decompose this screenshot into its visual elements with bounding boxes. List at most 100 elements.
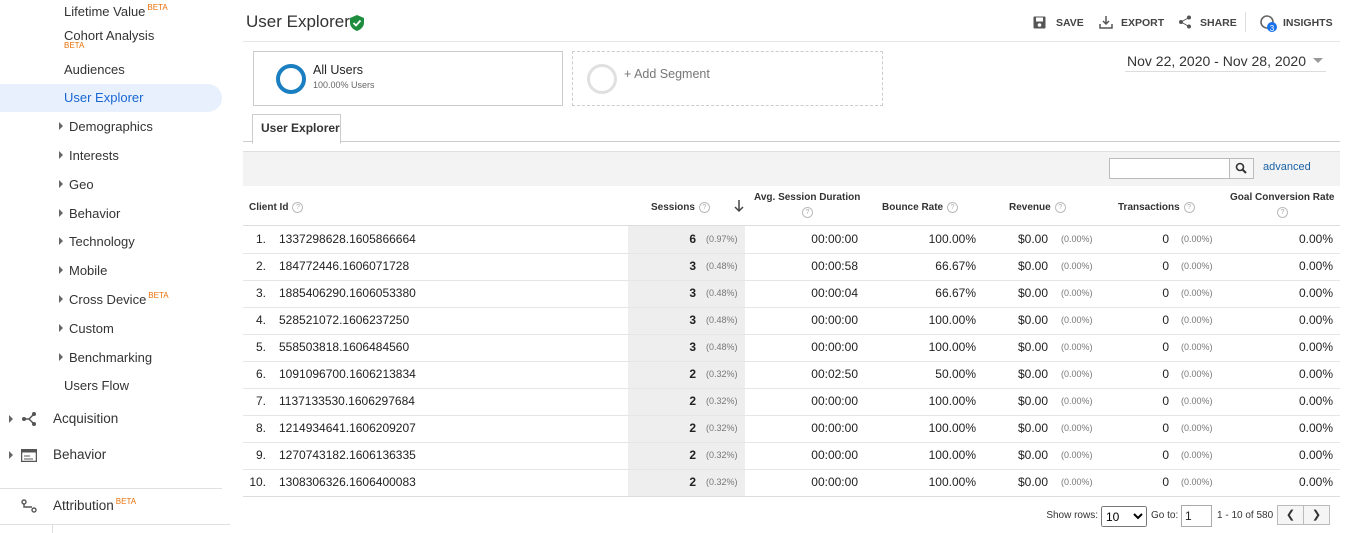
sidebar-item[interactable]: Lifetime Value BETA xyxy=(64,3,168,19)
header-action[interactable]: SAVE xyxy=(1056,17,1084,29)
topbar-border xyxy=(243,41,1340,42)
goto-value[interactable]: 1 xyxy=(1185,509,1192,523)
transactions-pct: (0.00%) xyxy=(1181,396,1213,406)
client-id[interactable]: 184772446.1606071728 xyxy=(279,259,410,273)
tab-box[interactable] xyxy=(252,114,341,144)
help-icon[interactable]: ? xyxy=(698,202,710,213)
sidebar-item[interactable]: Interests xyxy=(69,148,119,163)
help-icon[interactable]: ? xyxy=(1277,207,1288,218)
bounce-rate: 100.00% xyxy=(928,232,976,246)
header-action[interactable]: SHARE xyxy=(1200,17,1237,29)
sessions-pct: (0.32%) xyxy=(706,396,738,406)
revenue-pct: (0.00%) xyxy=(1061,234,1093,244)
client-id[interactable]: 1308306326.1606400083 xyxy=(279,475,416,489)
column-header[interactable]: Client Id? xyxy=(249,202,304,214)
sidebar-section[interactable]: Attribution BETA xyxy=(53,497,137,513)
revenue: $0.00 xyxy=(1018,448,1049,462)
column-header[interactable]: Sessions? xyxy=(651,202,710,214)
column-header[interactable]: Transactions? xyxy=(1118,202,1195,214)
column-header[interactable]: Goal Conversion Rate? xyxy=(1230,192,1335,218)
row-index: 1. xyxy=(255,232,266,246)
expand-arrow xyxy=(59,122,63,130)
header-action[interactable]: EXPORT xyxy=(1121,17,1165,29)
avg-duration: 00:00:04 xyxy=(811,286,858,300)
behavior-icon xyxy=(21,449,37,462)
client-id[interactable]: 1091096700.1606213834 xyxy=(279,367,416,381)
sidebar-item[interactable]: Cross Device BETA xyxy=(69,291,169,307)
client-id[interactable]: 1214934641.1606209207 xyxy=(279,421,416,435)
row-border xyxy=(243,361,1340,362)
sidebar-item[interactable]: Demographics xyxy=(69,119,153,134)
revenue: $0.00 xyxy=(1018,232,1049,246)
help-icon[interactable]: ? xyxy=(947,202,959,213)
sessions-pct: (0.48%) xyxy=(706,315,738,325)
sidebar-item[interactable]: Geo xyxy=(69,177,94,192)
beta-badge: BETA xyxy=(148,291,169,300)
transactions: 0 xyxy=(1162,259,1169,273)
header-action[interactable]: INSIGHTS xyxy=(1283,17,1333,29)
add-segment[interactable]: + Add Segment xyxy=(624,67,710,81)
row-index: 3. xyxy=(255,286,266,300)
sidebar-divider xyxy=(52,525,53,533)
sessions-pct: (0.48%) xyxy=(706,261,738,271)
client-id[interactable]: 1270743182.1606136335 xyxy=(279,448,416,462)
sessions: 3 xyxy=(689,259,696,273)
sidebar-item[interactable]: Custom xyxy=(69,321,114,336)
bounce-rate: 66.67% xyxy=(935,286,976,300)
tab-label[interactable]: User Explorer xyxy=(261,121,340,135)
sessions: 6 xyxy=(689,232,696,246)
client-id[interactable]: 528521072.1606237250 xyxy=(279,313,410,327)
avg-duration: 00:00:00 xyxy=(811,313,858,327)
row-border xyxy=(243,496,1340,497)
help-icon[interactable]: ? xyxy=(802,207,813,218)
search-button[interactable] xyxy=(1229,158,1254,179)
sidebar-item[interactable]: Technology xyxy=(69,234,135,249)
sidebar-item[interactable]: User Explorer xyxy=(64,90,144,105)
sessions: 2 xyxy=(689,421,696,435)
sort-arrow[interactable] xyxy=(733,199,745,213)
next-page[interactable]: ❯ xyxy=(1303,505,1330,525)
add-segment-box[interactable] xyxy=(572,51,883,106)
sidebar-item[interactable]: Behavior xyxy=(69,206,121,221)
column-header[interactable]: Revenue? xyxy=(1009,202,1066,214)
goto-input[interactable] xyxy=(1181,505,1212,527)
search-input[interactable] xyxy=(1109,158,1230,179)
prev-page[interactable]: ❮ xyxy=(1277,505,1304,525)
sidebar-section[interactable]: Behavior xyxy=(53,447,107,462)
help-icon[interactable]: ? xyxy=(1054,202,1066,213)
help-icon[interactable]: ? xyxy=(292,202,304,213)
help-icon[interactable]: ? xyxy=(1183,202,1195,213)
sidebar-item[interactable]: Cohort Analysis xyxy=(64,28,155,43)
sidebar-item[interactable]: Users Flow xyxy=(64,378,130,393)
date-range[interactable]: Nov 22, 2020 - Nov 28, 2020 xyxy=(1127,53,1307,69)
client-id[interactable]: 558503818.1606484560 xyxy=(279,340,410,354)
client-id[interactable]: 1337298628.1605866664 xyxy=(279,232,416,246)
row-index: 5. xyxy=(255,340,266,354)
date-caret[interactable] xyxy=(1313,58,1323,63)
expand-arrow xyxy=(9,415,13,423)
bounce-rate: 100.00% xyxy=(928,421,976,435)
tab-line xyxy=(243,141,1340,142)
segment-box[interactable] xyxy=(253,51,563,106)
sessions-pct: (0.32%) xyxy=(706,369,738,379)
row-border xyxy=(243,280,1340,281)
bounce-rate: 100.00% xyxy=(928,475,976,489)
revenue-pct: (0.00%) xyxy=(1061,396,1093,406)
column-header[interactable]: Avg. Session Duration? xyxy=(754,192,861,218)
sidebar-item[interactable]: Audiences xyxy=(64,62,125,77)
transactions: 0 xyxy=(1162,313,1169,327)
sidebar-item[interactable]: Mobile xyxy=(69,263,108,278)
goal-conversion: 0.00% xyxy=(1298,286,1333,300)
expand-arrow xyxy=(59,209,63,217)
client-id[interactable]: 1885406290.1606053380 xyxy=(279,286,416,300)
sidebar-item[interactable]: Benchmarking xyxy=(69,350,153,365)
client-id[interactable]: 1137133530.1606297684 xyxy=(279,394,415,408)
show-rows-select[interactable]: 10 xyxy=(1101,506,1147,527)
avg-duration: 00:00:00 xyxy=(811,394,858,408)
advanced-link[interactable]: advanced xyxy=(1263,161,1311,173)
sidebar-section[interactable]: Acquisition xyxy=(53,411,119,426)
expand-arrow xyxy=(59,180,63,188)
avg-duration: 00:00:58 xyxy=(811,259,858,273)
column-header[interactable]: Bounce Rate? xyxy=(882,202,959,214)
